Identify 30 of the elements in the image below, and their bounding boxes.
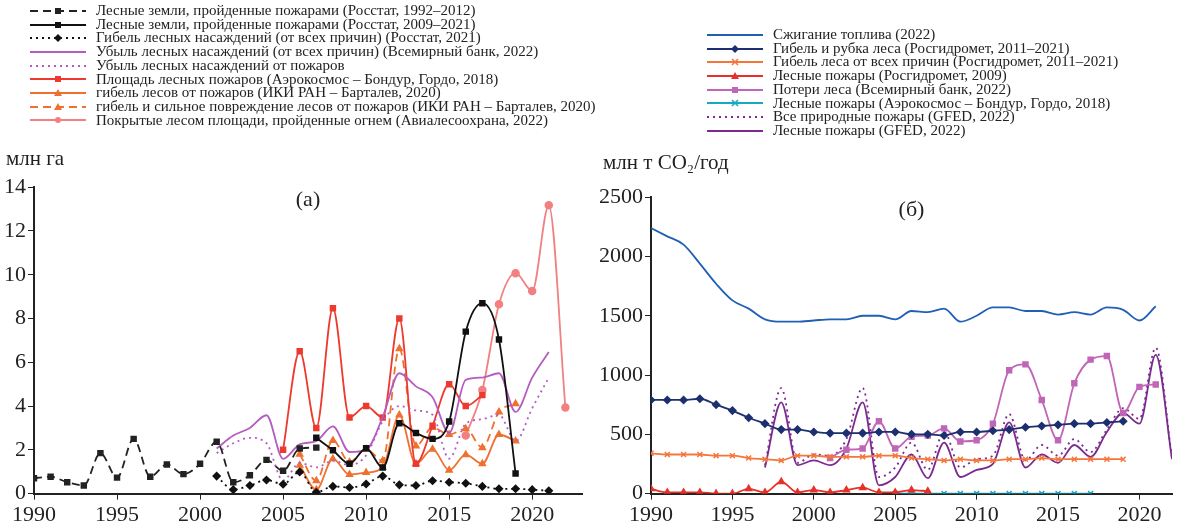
y-tick-label: 6 — [15, 348, 26, 374]
y-tick-label: 1500 — [599, 301, 643, 327]
y-tick-label: 1000 — [599, 360, 643, 386]
y-tick-label: 500 — [610, 420, 643, 446]
y-tick-label: 8 — [15, 304, 26, 330]
x-tick-label: 2015 — [427, 500, 472, 526]
x-tick-label: 2000 — [791, 500, 836, 526]
y-tick-label: 12 — [4, 216, 26, 242]
x-tick-label: 2005 — [873, 500, 918, 526]
y-tick-label: 2 — [15, 435, 26, 461]
x-tick-label: 2000 — [178, 500, 223, 526]
y-axis-title: млн т CO₂/год — [603, 150, 729, 175]
x-tick-label: 1995 — [95, 500, 140, 526]
y-tick-label: 14 — [4, 172, 26, 198]
chart-title: (б) — [898, 195, 925, 221]
x-tick-label: 2010 — [344, 500, 389, 526]
y-tick-label: 2500 — [599, 182, 643, 208]
y-tick-label: 10 — [4, 260, 26, 286]
y-tick-label: 2000 — [599, 242, 643, 268]
x-tick-label: 2010 — [954, 500, 999, 526]
legend-label: Лесные земли, пройденные пожарами (Росстат, 1992–2012) — [96, 2, 476, 18]
x-tick-label: 2015 — [1036, 500, 1081, 526]
y-axis-title: млн га — [6, 146, 65, 171]
chart-title: (а) — [295, 185, 321, 211]
x-tick-label: 2020 — [510, 500, 555, 526]
x-tick-label: 2005 — [261, 500, 306, 526]
y-tick-label: 4 — [15, 391, 26, 417]
x-tick-label: 2020 — [1117, 500, 1162, 526]
legend-label: Сжигание топлива (2022) — [773, 26, 936, 42]
x-tick-label: 1995 — [710, 500, 755, 526]
